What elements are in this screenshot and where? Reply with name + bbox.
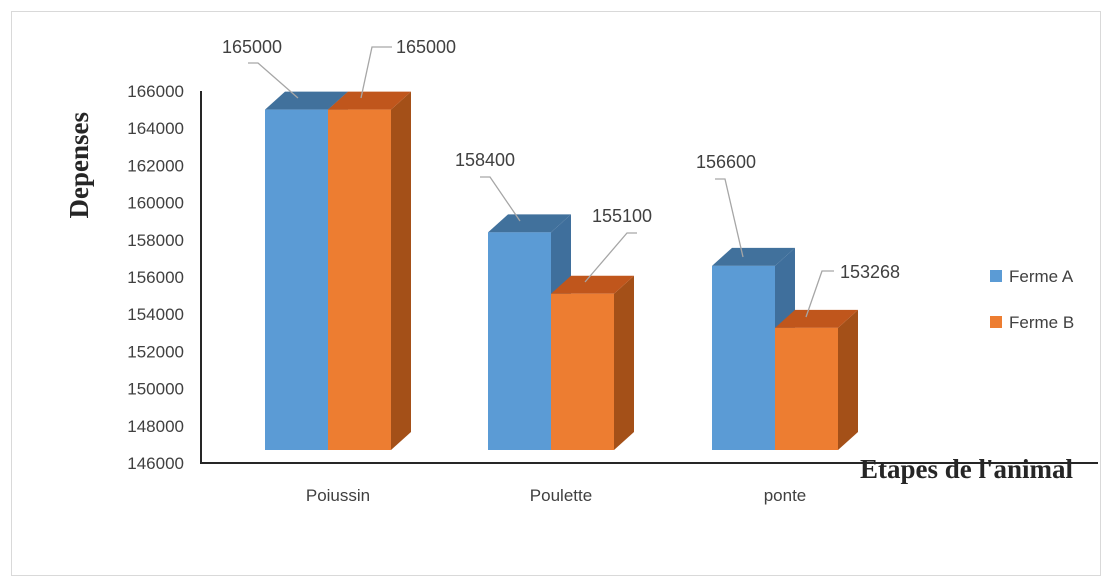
y-axis-title: Depenses <box>64 112 94 219</box>
label-leader-line <box>360 46 392 99</box>
y-tick-label: 162000 <box>127 156 184 175</box>
legend-label: Ferme B <box>1009 313 1074 332</box>
legend-label: Ferme A <box>1009 267 1074 286</box>
x-axis-categories: Poiussin Poulette ponte <box>306 486 806 505</box>
y-tick-label: 164000 <box>127 119 184 138</box>
data-label: 155100 <box>592 206 652 226</box>
label-leader-line <box>480 176 521 222</box>
data-labels: 165000 165000 158400 155100 156600 153268 <box>222 37 900 282</box>
data-label: 156600 <box>696 152 756 172</box>
y-tick-label: 154000 <box>127 305 184 324</box>
y-tick-label: 158000 <box>127 231 184 250</box>
legend-swatch <box>990 270 1002 282</box>
y-tick-label: 160000 <box>127 194 184 213</box>
data-label: 158400 <box>455 150 515 170</box>
x-category-label: Poulette <box>530 486 592 505</box>
label-leader-line <box>805 270 834 318</box>
y-axis-ticks: 146000 148000 150000 152000 154000 156000 1580… <box>127 82 184 473</box>
y-tick-label: 148000 <box>127 417 184 436</box>
data-label: 165000 <box>222 37 282 57</box>
legend-item-ferme-b: Ferme B <box>990 313 1074 332</box>
legend-item-ferme-a: Ferme A <box>990 267 1074 286</box>
bar-ferme-b-poiussin <box>328 91 411 450</box>
x-category-label: ponte <box>764 486 807 505</box>
label-leader-line <box>715 178 744 258</box>
data-label: 165000 <box>396 37 456 57</box>
x-category-label: Poiussin <box>306 486 370 505</box>
y-tick-label: 150000 <box>127 380 184 399</box>
y-tick-label: 166000 <box>127 82 184 101</box>
label-leader-line <box>584 232 637 283</box>
x-axis-title: Etapes de l'animal <box>860 454 1074 484</box>
y-tick-label: 156000 <box>127 268 184 287</box>
y-tick-label: 152000 <box>127 342 184 361</box>
legend-swatch <box>990 316 1002 328</box>
bars <box>265 91 858 450</box>
data-label: 153268 <box>840 262 900 282</box>
y-tick-label: 146000 <box>127 454 184 473</box>
label-leader-line <box>248 62 299 99</box>
label-leader-lines <box>248 46 834 318</box>
bar-ferme-b-poulette <box>551 275 634 450</box>
legend: Ferme A Ferme B <box>990 267 1074 332</box>
bar-ferme-b-ponte <box>775 309 858 450</box>
